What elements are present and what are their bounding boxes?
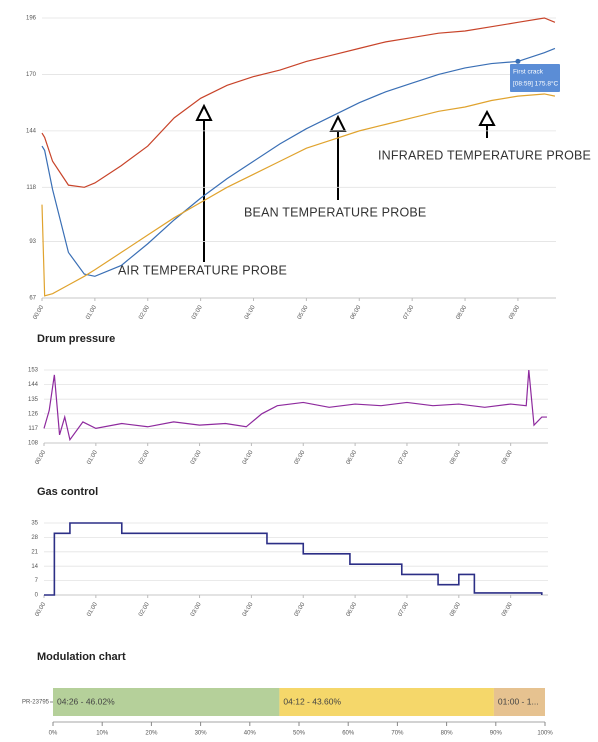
arrow-head bbox=[195, 103, 213, 121]
y-tick-label: 108 bbox=[28, 441, 39, 447]
x-tick-label: 01:00 bbox=[85, 304, 98, 321]
y-tick-label: 118 bbox=[26, 185, 36, 191]
category-label: PR-23795 bbox=[22, 700, 50, 706]
y-tick-label: 7 bbox=[35, 578, 39, 584]
x-tick-label: 09:00 bbox=[501, 601, 514, 618]
first-crack-point bbox=[515, 58, 521, 64]
y-tick-label: 196 bbox=[26, 16, 37, 22]
x-tick-label: 10% bbox=[96, 731, 109, 737]
x-tick-label: 06:00 bbox=[346, 449, 359, 466]
series-line bbox=[41, 17, 556, 188]
y-tick-label: 35 bbox=[31, 521, 38, 527]
arrow-head bbox=[478, 109, 496, 126]
y-tick-label: 93 bbox=[29, 239, 36, 245]
x-tick-label: 07:00 bbox=[403, 304, 416, 321]
x-tick-label: 04:00 bbox=[242, 601, 255, 618]
y-tick-label: 144 bbox=[28, 382, 39, 388]
x-tick-label: 03:00 bbox=[190, 601, 203, 618]
x-tick-label: 08:00 bbox=[455, 304, 468, 321]
x-tick-label: 60% bbox=[342, 731, 355, 737]
x-tick-label: 03:00 bbox=[191, 304, 204, 321]
x-tick-label: 40% bbox=[244, 731, 257, 737]
annotation: BEAN TEMPERATURE PROBE bbox=[244, 205, 426, 219]
y-tick-label: 67 bbox=[29, 296, 36, 302]
x-tick-label: 09:00 bbox=[501, 449, 514, 466]
x-tick-label: 01:00 bbox=[86, 449, 99, 466]
x-tick-label: 05:00 bbox=[294, 449, 307, 466]
annotation: AIR TEMPERATURE PROBE bbox=[118, 263, 287, 277]
chart-title: Modulation chart bbox=[37, 651, 126, 663]
series-line bbox=[41, 47, 556, 277]
chart-title: Drum pressure bbox=[37, 333, 115, 345]
x-tick-label: 30% bbox=[195, 731, 208, 737]
x-tick-label: 70% bbox=[391, 731, 404, 737]
bar-segment bbox=[279, 688, 494, 716]
bar-segment bbox=[493, 688, 545, 716]
x-tick-label: 00:00 bbox=[32, 304, 45, 321]
x-tick-label: 07:00 bbox=[397, 449, 410, 466]
x-tick-label: 00:00 bbox=[34, 601, 47, 618]
y-tick-label: 0 bbox=[35, 593, 39, 599]
x-tick-label: 08:00 bbox=[449, 449, 462, 466]
tooltip-text: [08:59] 175.8°C bbox=[513, 80, 559, 88]
tooltip-text: First crack bbox=[513, 69, 544, 76]
series-line bbox=[41, 93, 556, 297]
segment-label: 04:26 - 46.02% bbox=[57, 696, 115, 706]
y-tick-label: 117 bbox=[28, 426, 38, 432]
y-tick-label: 135 bbox=[28, 397, 39, 403]
x-tick-label: 07:00 bbox=[397, 601, 410, 618]
x-tick-label: 00:00 bbox=[34, 449, 47, 466]
y-tick-label: 21 bbox=[31, 549, 38, 555]
segment-label: 01:00 - 1... bbox=[498, 696, 539, 706]
x-tick-label: 03:00 bbox=[190, 449, 203, 466]
y-tick-label: 153 bbox=[28, 368, 39, 374]
x-tick-label: 02:00 bbox=[138, 449, 151, 466]
x-tick-label: 09:00 bbox=[508, 304, 521, 321]
arrow-head bbox=[329, 114, 347, 132]
x-tick-label: 04:00 bbox=[242, 449, 255, 466]
chart-title: Gas control bbox=[37, 486, 98, 498]
annotation: INFRARED TEMPERATURE PROBE bbox=[378, 148, 591, 162]
x-tick-label: 90% bbox=[490, 731, 503, 737]
y-tick-label: 28 bbox=[31, 535, 38, 541]
x-tick-label: 20% bbox=[145, 731, 158, 737]
bar-segment bbox=[53, 688, 280, 716]
segment-label: 04:12 - 43.60% bbox=[283, 696, 341, 706]
series-line bbox=[44, 522, 543, 596]
x-tick-label: 06:00 bbox=[350, 304, 363, 321]
x-tick-label: 05:00 bbox=[294, 601, 307, 618]
x-tick-label: 06:00 bbox=[346, 601, 359, 618]
y-tick-label: 170 bbox=[26, 72, 37, 78]
x-tick-label: 08:00 bbox=[449, 601, 462, 618]
x-tick-label: 01:00 bbox=[86, 601, 99, 618]
x-tick-label: 100% bbox=[537, 731, 553, 737]
x-tick-label: 80% bbox=[441, 731, 454, 737]
x-tick-label: 04:00 bbox=[244, 304, 257, 321]
tooltip-box bbox=[510, 64, 560, 92]
y-tick-label: 14 bbox=[31, 564, 38, 570]
x-tick-label: 0% bbox=[49, 731, 58, 737]
probe-arrows bbox=[195, 103, 496, 262]
x-tick-label: 50% bbox=[293, 731, 306, 737]
x-tick-label: 02:00 bbox=[138, 601, 151, 618]
y-tick-label: 144 bbox=[26, 128, 37, 134]
series-line bbox=[43, 369, 547, 442]
x-tick-label: 05:00 bbox=[297, 304, 310, 321]
y-tick-label: 126 bbox=[28, 411, 39, 417]
x-tick-label: 02:00 bbox=[138, 304, 151, 321]
